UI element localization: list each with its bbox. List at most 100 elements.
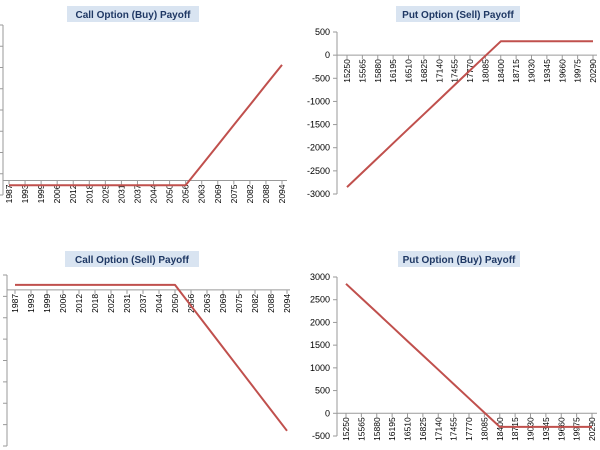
x-tick-label: 2044 <box>154 294 164 313</box>
chart-call-buy: Call Option (Buy) Payoff 1987 1993 1999 200… <box>0 6 287 203</box>
x-tick-label: 15250 <box>342 59 352 83</box>
chart-title-bg <box>65 251 199 267</box>
x-tick-label: 2025 <box>106 294 116 313</box>
chart-title-bg <box>396 6 520 22</box>
y-tick-label: 1000 <box>310 363 330 373</box>
x-tick-label: 17455 <box>450 59 460 83</box>
x-tick-label: 15565 <box>357 59 367 83</box>
chart-title: Put Option (Sell) Payoff <box>402 10 514 21</box>
x-tick-label: 15565 <box>356 417 366 441</box>
chart-title: Put Option (Buy) Payoff <box>403 255 516 266</box>
x-tick-label: 18400 <box>495 417 505 441</box>
x-tick-label: 2006 <box>52 184 62 203</box>
chart-put-sell: Put Option (Sell) Payoff 500 0 -500 -1000 -1… <box>307 6 598 199</box>
x-tick-label: 15880 <box>372 417 382 441</box>
x-tick-label: 19660 <box>557 59 567 83</box>
payoff-line <box>15 283 288 432</box>
x-tick-label: 19030 <box>526 417 536 441</box>
chart-title: Call Option (Sell) Payoff <box>75 255 190 266</box>
x-tick-label: 17455 <box>449 417 459 441</box>
y-tick-label: 3000 <box>310 272 330 282</box>
x-tick-label: 2088 <box>261 184 271 203</box>
x-tick-label: 2031 <box>122 294 132 313</box>
x-tick-label: 17770 <box>464 417 474 441</box>
payoff-line <box>9 64 283 187</box>
x-tick-label: 2063 <box>197 184 207 203</box>
y-tick-label: 1500 <box>310 340 330 350</box>
y-tick-label: -2500 <box>307 166 330 176</box>
x-tick-label: 17140 <box>434 59 444 83</box>
x-tick-label: 2018 <box>84 184 94 203</box>
x-tick-label: 17140 <box>433 417 443 441</box>
y-tick-label: 0 <box>325 50 330 60</box>
x-tick-label: 2069 <box>213 184 223 203</box>
payoff-line <box>345 283 592 428</box>
x-tick-label: 2056 <box>181 184 191 203</box>
x-tick-label: 2082 <box>245 184 255 203</box>
x-tick-label: 2044 <box>149 184 159 203</box>
x-tick-label: 19345 <box>541 417 551 441</box>
x-tick-label: 15880 <box>373 59 383 83</box>
x-tick-label: 19030 <box>527 59 537 83</box>
x-tick-label: 2031 <box>116 184 126 203</box>
x-tick-label: 15250 <box>341 417 351 441</box>
x-tick-label: 18085 <box>479 417 489 441</box>
x-tick-label: 16510 <box>403 417 413 441</box>
x-tick-label: 19975 <box>573 59 583 83</box>
x-tick-label: 18400 <box>496 59 506 83</box>
x-tick-label: 20290 <box>588 59 598 83</box>
x-tick-label: 18715 <box>510 417 520 441</box>
x-tick-label: 2006 <box>58 294 68 313</box>
y-tick-label: 2000 <box>310 317 330 327</box>
y-tick-label: -3000 <box>307 189 330 199</box>
x-tick-label: 2012 <box>68 184 78 203</box>
chart-put-buy: Put Option (Buy) Payoff 3000 2500 2000 1500… <box>310 251 597 441</box>
chart-title: Call Option (Buy) Payoff <box>76 10 192 21</box>
payoff-line <box>346 40 593 188</box>
x-tick-label: 18085 <box>480 59 490 83</box>
chart-title-bg <box>67 6 199 22</box>
x-tick-label: 2094 <box>277 184 287 203</box>
x-tick-label: 1993 <box>26 294 36 313</box>
x-tick-label: 2037 <box>132 184 142 203</box>
x-tick-label: 1999 <box>42 294 52 313</box>
x-tick-label: 1987 <box>4 184 14 203</box>
x-tick-label: 16195 <box>388 59 398 83</box>
x-tick-label: 16825 <box>419 59 429 83</box>
x-tick-label: 2037 <box>138 294 148 313</box>
y-tick-label: 500 <box>315 27 330 37</box>
x-tick-label: 2050 <box>170 294 180 313</box>
y-tick-label: -500 <box>312 431 330 441</box>
x-tick-label: 16510 <box>404 59 414 83</box>
x-tick-label: 2025 <box>100 184 110 203</box>
x-tick-label: 2075 <box>234 294 244 313</box>
y-tick-label: -1000 <box>307 96 330 106</box>
x-tick-label: 1999 <box>36 184 46 203</box>
x-tick-label: 2018 <box>90 294 100 313</box>
y-tick-label: 0 <box>325 408 330 418</box>
chart-title-bg <box>398 251 520 267</box>
y-tick-label: 2500 <box>310 295 330 305</box>
x-tick-label: 19975 <box>572 417 582 441</box>
x-tick-label: 1993 <box>20 184 30 203</box>
x-tick-label: 2063 <box>202 294 212 313</box>
x-tick-label: 20290 <box>587 417 597 441</box>
y-tick-label: 500 <box>315 386 330 396</box>
x-tick-label: 2082 <box>250 294 260 313</box>
x-tick-label: 2094 <box>282 294 292 313</box>
x-tick-label: 2050 <box>165 184 175 203</box>
x-tick-label: 1987 <box>10 294 20 313</box>
x-tick-label: 16195 <box>387 417 397 441</box>
y-tick-label: -1500 <box>307 120 330 130</box>
x-tick-label: 2056 <box>186 294 196 313</box>
x-tick-label: 2069 <box>218 294 228 313</box>
x-tick-label: 18715 <box>511 59 521 83</box>
x-tick-label: 2088 <box>266 294 276 313</box>
x-tick-label: 19345 <box>542 59 552 83</box>
x-tick-label: 2075 <box>229 184 239 203</box>
x-tick-label: 19660 <box>556 417 566 441</box>
x-tick-label: 2012 <box>74 294 84 313</box>
y-tick-label: -2000 <box>307 143 330 153</box>
chart-call-sell: Call Option (Sell) Payoff 1987 1993 1999 20… <box>3 251 292 447</box>
